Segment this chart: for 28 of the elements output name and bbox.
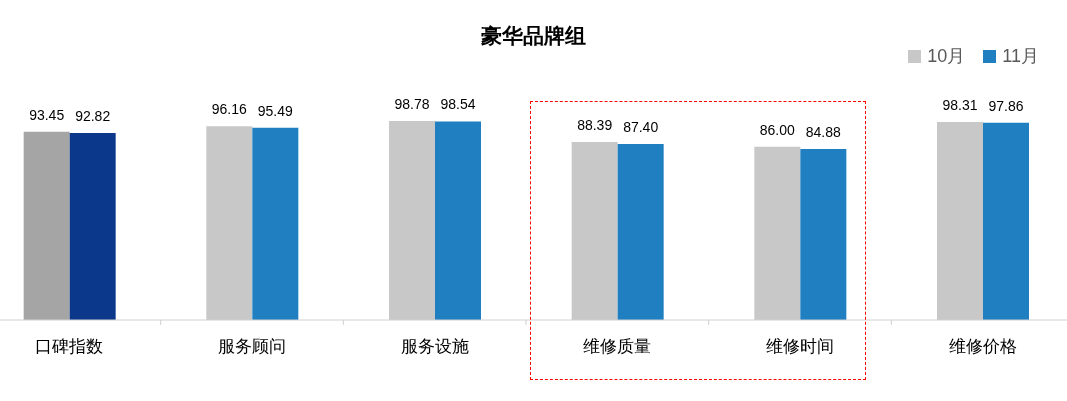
data-label: 95.49 (257, 102, 294, 119)
x-tick-label: 维修价格 (948, 337, 1017, 357)
x-tick-label: 维修质量 (583, 337, 652, 357)
data-label: 96.16 (211, 101, 248, 118)
bar (69, 133, 116, 320)
chart-title: 豪华品牌组 (481, 24, 586, 47)
data-label: 97.86 (988, 97, 1024, 114)
data-label: 93.45 (29, 106, 65, 123)
bar (617, 143, 664, 320)
x-tick-label: 维修时间 (766, 337, 834, 357)
x-tick-label: 服务顾问 (218, 337, 286, 357)
data-label: 98.78 (394, 96, 430, 112)
data-label: 98.54 (440, 96, 476, 113)
bar (800, 149, 847, 320)
bar (983, 122, 1029, 320)
x-tick-label: 口碑指数 (35, 337, 104, 357)
legend-label: 11月 (1002, 45, 1039, 68)
data-label: 98.31 (942, 96, 978, 113)
data-label: 88.39 (577, 116, 613, 133)
x-tick-label: 服务设施 (400, 337, 469, 357)
legend-label: 10月 (927, 45, 966, 68)
data-label: 84.88 (805, 124, 842, 140)
data-label: 87.40 (623, 118, 659, 135)
bar (252, 127, 299, 320)
bar (23, 131, 70, 320)
bar (435, 121, 481, 320)
data-label: 92.82 (75, 108, 111, 125)
data-label: 86.00 (759, 121, 796, 138)
